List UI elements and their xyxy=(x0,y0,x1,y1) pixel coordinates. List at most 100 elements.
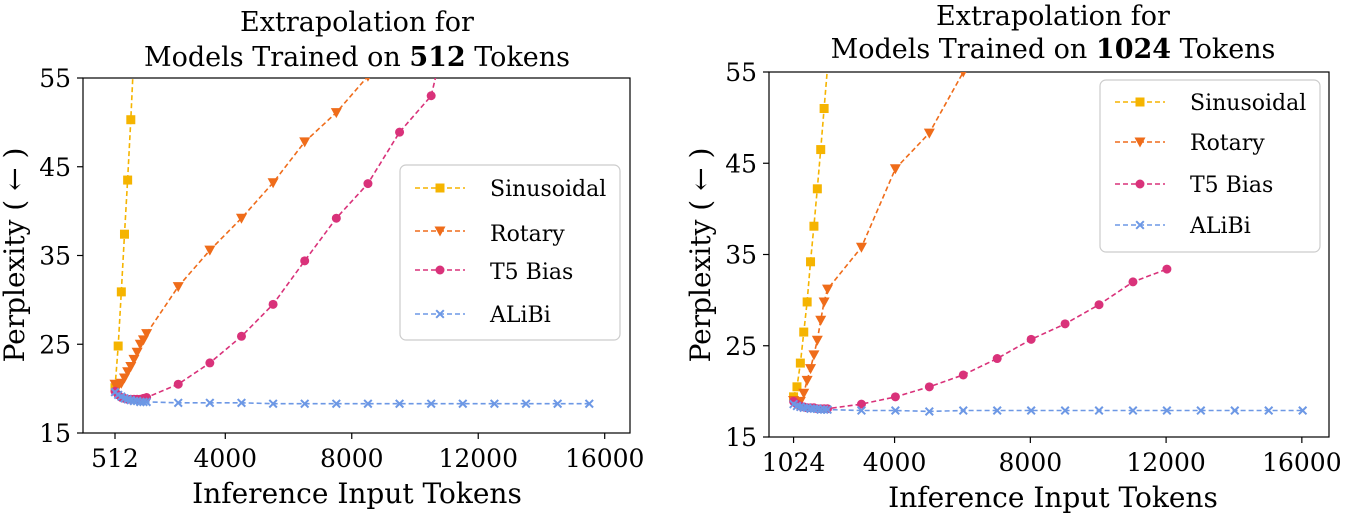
chart-left-legend-frame xyxy=(399,164,621,341)
chart-left-series-sinusoidal-point xyxy=(116,287,126,297)
chart-right-legend-label-t5-bias: T5 Bias xyxy=(1190,173,1273,198)
chart-right-series-sinusoidal-point xyxy=(826,22,835,31)
chart-left-xtick-label: 8000 xyxy=(320,444,384,473)
chart-left-series-rotary-point xyxy=(131,347,143,358)
chart-left-title-line2: Models Trained on 512 Tokens xyxy=(144,42,570,73)
chart-left-ytick-label: 25 xyxy=(39,330,71,359)
chart-left-ytick-label: 55 xyxy=(39,64,71,93)
chart-left-title-bold: 512 xyxy=(409,42,465,73)
chart-left-xtick-label: 4000 xyxy=(193,444,257,473)
chart-right-xtick-label: 4000 xyxy=(863,448,927,477)
chart-right-series-rotary-point xyxy=(811,335,823,346)
chart-left-series-sinusoidal-point xyxy=(129,47,138,56)
chart-right-series-rotary-point xyxy=(822,284,834,295)
chart-right-series-t5-bias-point xyxy=(1162,264,1172,274)
chart-left-title-line1: Extrapolation for xyxy=(240,7,474,38)
chart-right-series-rotary-point xyxy=(889,164,901,175)
chart-right-series-t5-bias-point xyxy=(992,354,1002,364)
chart-left-ytick-label: 45 xyxy=(39,153,71,182)
chart-left-ytick-label: 35 xyxy=(39,242,71,271)
chart-right-tick-layer: 1024 4000 8000 12000 16000 15 25 35 45 55 xyxy=(725,58,1341,477)
chart-right-title-line1: Extrapolation for xyxy=(936,1,1170,32)
chart-left-legend-label-rotary: Rotary xyxy=(490,222,565,247)
chart-left-tick-layer: 512 4000 8000 12000 16000 15 25 35 45 55 xyxy=(39,64,644,473)
chart-left-xlabel: Inference Input Tokens xyxy=(192,477,522,510)
chart-left-legend-marker-t5-bias xyxy=(435,265,445,275)
chart-right-series-rotary-point xyxy=(818,297,830,308)
chart-left-legend-items xyxy=(415,183,465,319)
chart-right-series-alibi-point xyxy=(1128,406,1138,416)
chart-left-series-t5-bias-point xyxy=(395,127,405,137)
chart-right-series-alibi-point xyxy=(1264,406,1274,416)
chart-left-series-alibi-point xyxy=(553,399,563,409)
chart-right-series-rotary-point xyxy=(801,375,813,386)
chart-right-series-t5-bias-point xyxy=(958,370,968,380)
chart-right-legend-marker-sinusoidal xyxy=(1135,97,1145,107)
chart-left-series-t5-bias-point xyxy=(268,299,278,309)
chart-right-ytick-label: 35 xyxy=(725,241,757,270)
chart-left-series-alibi-point xyxy=(521,399,531,409)
chart-right-series-alibi-point xyxy=(992,406,1002,416)
chart-left-series-alibi-point xyxy=(142,397,152,407)
chart-right-series-alibi-point xyxy=(1094,406,1104,416)
chart-left-series-rotary-point xyxy=(299,137,311,148)
chart-right-series-rotary-point xyxy=(798,388,810,399)
chart-right-xtick-label: 8000 xyxy=(999,448,1063,477)
chart-left-xtick-label: 512 xyxy=(91,444,139,473)
chart-right-series-rotary-point xyxy=(855,242,867,253)
chart-left-series-t5-bias-point xyxy=(363,179,373,189)
chart-right-series-alibi-point xyxy=(856,406,866,416)
chart-right-title-bold: 1024 xyxy=(1096,34,1171,65)
chart-right-series-sinusoidal-point xyxy=(809,221,819,231)
chart-left: Extrapolation for Models Trained on 512 … xyxy=(0,7,644,510)
chart-left-series-alibi-point xyxy=(395,399,405,409)
chart-left-series-sinusoidal-point xyxy=(123,175,133,185)
chart-right-legend-items xyxy=(1115,97,1165,230)
chart-left-series-t5-bias-point xyxy=(300,256,310,266)
chart-left-series-t5-bias-line xyxy=(114,78,437,401)
chart-left-series-sinusoidal-point xyxy=(113,341,123,351)
chart-right: Extrapolation for Models Trained on 1024… xyxy=(684,1,1342,514)
chart-right-series-alibi-point xyxy=(1026,406,1036,416)
chart-right-series-alibi-point xyxy=(1196,406,1206,416)
chart-right-series-t5-bias-point xyxy=(856,399,866,409)
chart-left-series-sinusoidal-line xyxy=(114,78,134,388)
chart-right-series-t5-bias-point xyxy=(924,382,934,392)
chart-right-legend-marker-t5-bias xyxy=(1135,179,1145,189)
chart-left-series-alibi-line xyxy=(114,391,590,405)
chart-right-legend-label-alibi: ALiBi xyxy=(1189,214,1251,239)
chart-right-series-t5-bias-point xyxy=(1026,334,1036,344)
chart-right-series-alibi-point xyxy=(806,404,816,414)
chart-left-series-alibi-point xyxy=(173,398,183,408)
chart-right-xtick-label: 16000 xyxy=(1262,448,1342,477)
chart-left-xtick-label: 12000 xyxy=(438,444,518,473)
chart-left-series-t5-bias-point xyxy=(426,91,436,101)
chart-right-series-rotary-point xyxy=(808,350,820,361)
chart-right-legend-marker-alibi xyxy=(1135,220,1145,230)
chart-left-series-alibi-point xyxy=(458,399,468,409)
chart-right-series-rotary-point xyxy=(805,364,817,375)
chart-left-series-rotary-point xyxy=(204,245,216,256)
chart-right-series-alibi-point xyxy=(799,403,809,413)
chart-left-legend-label-alibi: ALiBi xyxy=(489,303,551,328)
chart-right-series-rotary-line xyxy=(793,72,964,406)
chart-left-series-alibi-point xyxy=(268,399,278,409)
chart-left-series-rotary-point xyxy=(128,354,140,365)
chart-left-legend-marker-rotary xyxy=(434,226,446,237)
chart-left-legend-label-sinusoidal: Sinusoidal xyxy=(490,177,606,202)
chart-right-series-alibi-point xyxy=(1298,406,1308,416)
chart-right-series-sinusoidal-point xyxy=(812,184,822,194)
chart-left-series-alibi-point xyxy=(138,397,148,407)
chart-left-series-rotary-point xyxy=(330,108,342,119)
chart-left-series-t5-bias-point xyxy=(173,379,183,389)
chart-right-series-sinusoidal-point xyxy=(792,382,802,392)
chart-right-ytick-label: 45 xyxy=(725,149,757,178)
chart-right-series-alibi-point xyxy=(1230,406,1240,416)
chart-right-series-alibi-point xyxy=(823,405,833,415)
chart-left-series-alibi-point xyxy=(331,399,341,409)
chart-right-series-alibi-point xyxy=(1060,406,1070,416)
chart-right-series-alibi-point xyxy=(819,405,829,415)
chart-right-legend-frame xyxy=(1099,79,1321,253)
chart-right-series-rotary-point xyxy=(923,128,935,139)
